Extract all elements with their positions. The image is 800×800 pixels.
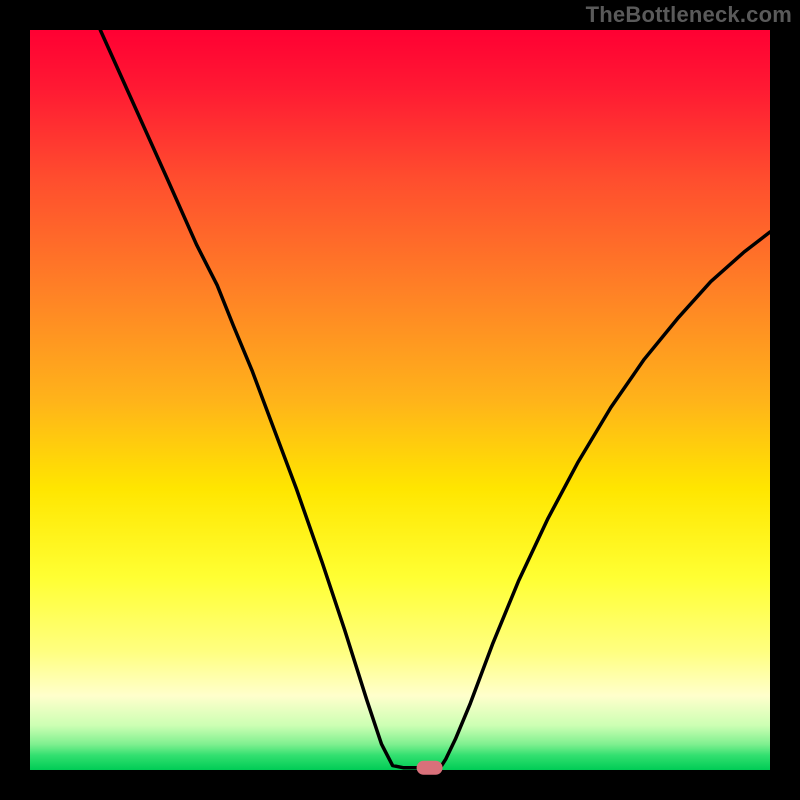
plot-background [30,30,770,770]
bottleneck-marker [417,761,443,775]
watermark-text: TheBottleneck.com [586,2,792,28]
